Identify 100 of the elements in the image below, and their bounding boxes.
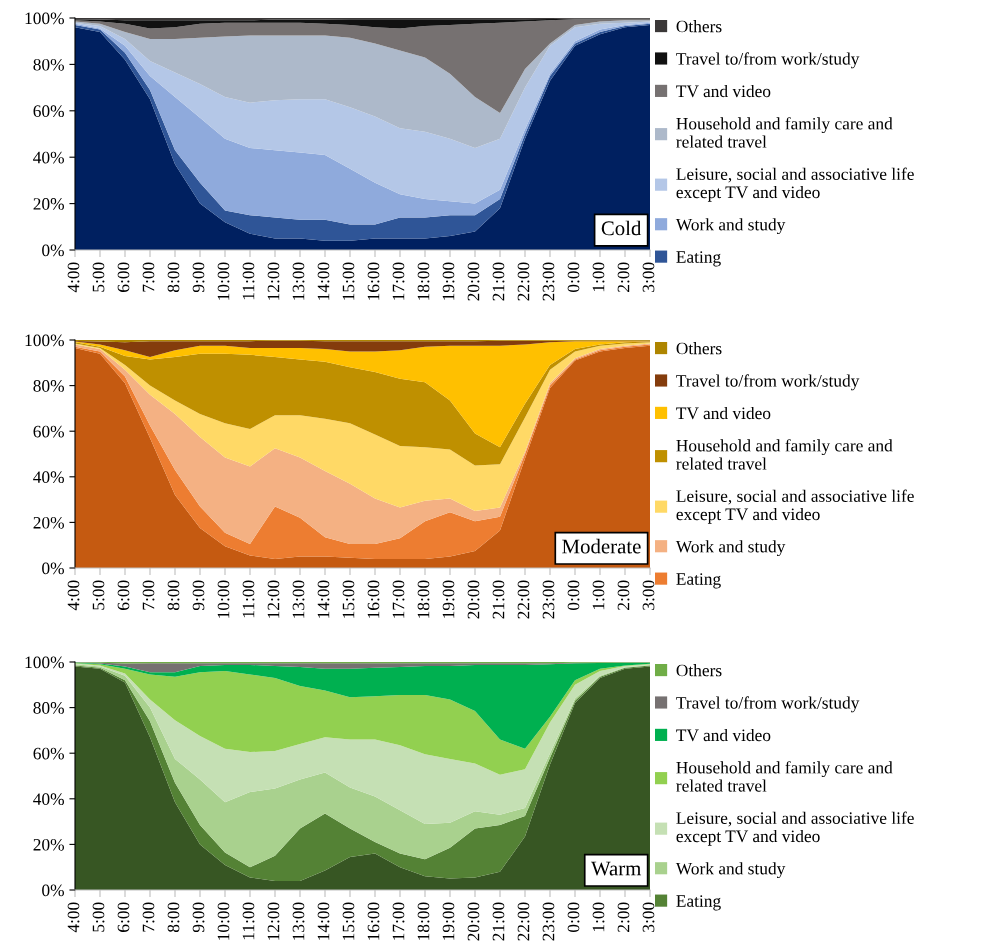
- legend-label: Leisure, social and associative life except TV and video: [676, 167, 914, 202]
- x-tick-label: 10:00: [217, 580, 230, 618]
- x-tick-label: 17:00: [392, 902, 405, 940]
- text: Warm: [591, 861, 642, 876]
- x-tick-label: 9:00: [192, 262, 205, 293]
- y-tick-label: 20%: [33, 838, 64, 851]
- x-tick-label: 4:00: [67, 262, 80, 293]
- x-tick-label: 12:00: [267, 262, 280, 300]
- x-tick-label: 13:00: [292, 580, 305, 618]
- x-tick-label: 10:00: [217, 902, 230, 940]
- x-tick-label: 22:00: [517, 580, 530, 619]
- x-tick-label: 14:00: [317, 262, 330, 300]
- x-tick-label: 19:00: [442, 262, 455, 300]
- x-tick-label: 20:00: [467, 580, 480, 619]
- legend-label: Others: [676, 20, 722, 33]
- legend-label: Work and study: [675, 218, 786, 235]
- x-tick-label: 5:00: [92, 902, 105, 932]
- x-tick-label: 0:00: [567, 580, 580, 611]
- x-tick-label: 17:00: [392, 262, 405, 300]
- legend-label: Work and study: [675, 540, 786, 557]
- text: Cold: [601, 220, 642, 236]
- x-tick-label: 8:00: [167, 580, 180, 611]
- y-tick-label: 0%: [42, 244, 64, 257]
- x-tick-label: 3:00: [642, 902, 655, 932]
- y-tick-label: 20%: [33, 516, 64, 529]
- x-tick-label: 0:00: [567, 262, 580, 293]
- y-tick-label: 60%: [33, 747, 64, 760]
- y-tick-label: 80%: [33, 380, 64, 392]
- x-tick-label: 5:00: [92, 262, 105, 292]
- legend-label: Travel to/from work/study: [676, 696, 860, 713]
- y-tick-label: 80%: [33, 58, 64, 71]
- x-tick-label: 6:00: [117, 580, 130, 610]
- x-tick-label: 1:00: [592, 902, 605, 932]
- x-tick-label: 14:00: [317, 580, 330, 618]
- x-tick-label: 13:00: [292, 262, 305, 300]
- x-tick-label: 2:00: [617, 262, 630, 292]
- legend-label: Work and study: [675, 862, 786, 879]
- x-tick-label: 19:00: [442, 580, 455, 618]
- x-tick-label: 2:00: [617, 902, 630, 932]
- legend-label: Household and family care and related travel: [676, 439, 893, 470]
- text: Moderate: [562, 538, 641, 554]
- x-tick-label: 15:00: [342, 580, 355, 618]
- x-tick-label: 15:00: [342, 902, 355, 940]
- x-tick-label: 4:00: [67, 902, 80, 933]
- x-tick-label: 18:00: [417, 580, 430, 618]
- x-tick-label: 21:00: [492, 902, 505, 941]
- y-tick-label: 20%: [33, 198, 64, 210]
- x-tick-label: 18:00: [417, 902, 430, 940]
- legend-label: Leisure, social and associative life except TV and video: [676, 811, 914, 846]
- y-tick-label: 80%: [33, 702, 64, 714]
- x-tick-label: 12:00: [267, 902, 280, 940]
- x-tick-label: 8:00: [167, 902, 180, 933]
- y-tick-label: 100%: [25, 656, 64, 669]
- x-tick-label: 23:00: [542, 580, 555, 619]
- x-tick-label: 22:00: [517, 262, 530, 301]
- x-tick-label: 21:00: [492, 580, 505, 619]
- x-tick-label: 3:00: [642, 580, 655, 610]
- legend-label: Travel to/from work/study: [676, 52, 860, 69]
- y-tick-label: 40%: [33, 793, 64, 806]
- x-tick-label: 16:00: [367, 262, 380, 300]
- legend-label: TV and video: [676, 84, 771, 98]
- x-tick-label: 13:00: [292, 902, 305, 940]
- x-tick-label: 12:00: [267, 580, 280, 618]
- legend-label: Household and family care and related travel: [676, 117, 893, 148]
- x-tick-label: 23:00: [542, 262, 555, 301]
- legend-label: Others: [676, 342, 722, 355]
- x-tick-label: 11:00: [242, 902, 255, 940]
- x-tick-label: 3:00: [642, 262, 655, 292]
- x-tick-label: 7:00: [142, 902, 155, 932]
- y-tick-label: 0%: [42, 562, 64, 575]
- x-tick-label: 8:00: [167, 262, 180, 293]
- x-tick-label: 16:00: [367, 902, 380, 940]
- legend-label: Household and family care and related travel: [676, 761, 893, 792]
- x-tick-label: 20:00: [467, 902, 480, 941]
- legend-label: Eating: [676, 895, 721, 911]
- x-tick-label: 9:00: [192, 902, 205, 933]
- legend-label: TV and video: [676, 728, 771, 742]
- x-tick-label: 11:00: [242, 580, 255, 618]
- y-tick-label: 60%: [33, 105, 64, 118]
- x-tick-label: 6:00: [117, 262, 130, 292]
- legend-label: TV and video: [676, 406, 771, 420]
- x-tick-label: 11:00: [242, 262, 255, 300]
- x-tick-label: 6:00: [117, 902, 130, 932]
- legend-label: Others: [676, 664, 722, 677]
- x-tick-label: 5:00: [92, 580, 105, 610]
- x-tick-label: 15:00: [342, 262, 355, 300]
- x-tick-label: 20:00: [467, 262, 480, 301]
- x-tick-label: 16:00: [367, 580, 380, 618]
- x-tick-label: 7:00: [142, 262, 155, 292]
- x-tick-label: 7:00: [142, 580, 155, 610]
- y-tick-label: 100%: [25, 12, 64, 25]
- x-tick-label: 2:00: [617, 580, 630, 610]
- x-tick-label: 17:00: [392, 580, 405, 618]
- x-tick-label: 4:00: [67, 580, 80, 611]
- x-tick-label: 0:00: [567, 902, 580, 933]
- legend-label: Travel to/from work/study: [676, 374, 860, 391]
- x-tick-label: 1:00: [592, 580, 605, 610]
- x-tick-label: 22:00: [517, 902, 530, 941]
- x-tick-label: 1:00: [592, 262, 605, 292]
- x-tick-label: 19:00: [442, 902, 455, 940]
